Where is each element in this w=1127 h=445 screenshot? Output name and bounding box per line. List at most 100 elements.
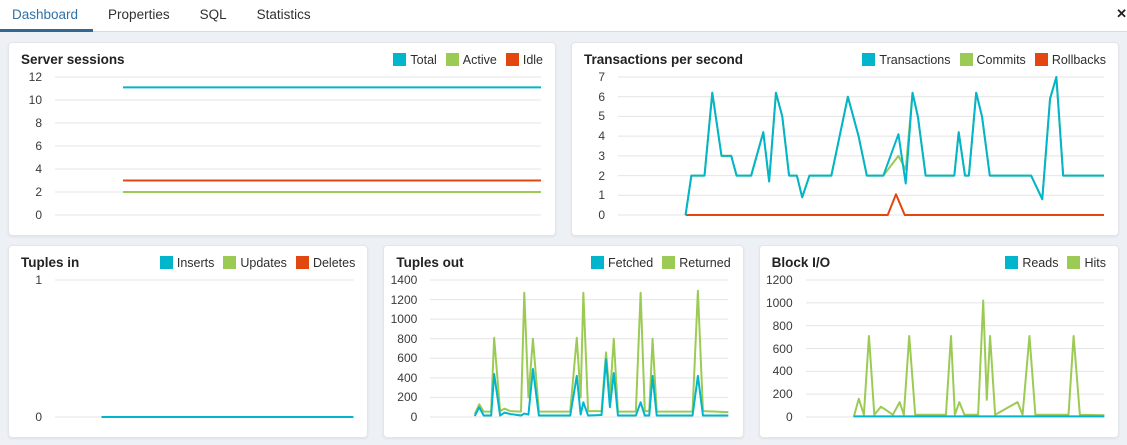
- legend-item-rollbacks: Rollbacks: [1034, 52, 1106, 67]
- legend-label: Active: [462, 52, 497, 67]
- plot-area: [806, 280, 1104, 417]
- legend-label: Returned: [679, 255, 731, 270]
- panel-title: Transactions per second: [584, 52, 744, 67]
- y-tick-label: 400: [772, 364, 793, 379]
- y-tick-label: 0: [785, 410, 793, 424]
- y-tick-label: 1000: [765, 295, 793, 310]
- y-tick-label: 4: [35, 162, 42, 176]
- legend-label: Idle: [522, 52, 543, 67]
- legend-item-updates: Updates: [223, 256, 287, 270]
- legend-item-hits: Hits: [1067, 256, 1106, 270]
- legend-swatch-icon: [295, 256, 309, 269]
- y-tick-label: 400: [397, 370, 418, 385]
- legend-label: Commits: [976, 52, 1026, 67]
- legend-swatch-icon: [862, 53, 876, 66]
- y-axis: 7 6 5 4 3 2 1 0: [572, 70, 612, 222]
- legend-item-reads: Reads: [1005, 256, 1058, 270]
- series-line-returned: [475, 291, 729, 414]
- chart-canvas: [55, 77, 541, 215]
- legend-item-transactions: Transactions: [862, 53, 951, 67]
- panel-header: Tuples in Inserts Updates Deletes: [9, 246, 367, 272]
- y-tick-label: 0: [598, 208, 605, 222]
- y-tick-label: 1: [35, 273, 42, 287]
- y-tick-label: 200: [772, 387, 793, 402]
- legend-swatch-icon: [959, 53, 973, 66]
- legend-item-deletes: Deletes: [295, 255, 356, 270]
- series-line-rollbacks: [686, 194, 1104, 215]
- plot-area: [618, 77, 1104, 215]
- legend-label: Fetched: [608, 255, 654, 270]
- y-tick-label: 6: [598, 89, 605, 104]
- tab-sql[interactable]: SQL: [199, 7, 227, 22]
- plot-area: [430, 280, 728, 417]
- y-tick-label: 800: [397, 331, 418, 346]
- y-tick-label: 1200: [765, 273, 793, 287]
- legend-item-active: Active: [445, 52, 497, 67]
- legend-swatch-icon: [1067, 256, 1081, 269]
- panel-title: Tuples out: [396, 255, 464, 270]
- chart-canvas: [55, 280, 353, 417]
- y-tick-label: 0: [410, 410, 418, 424]
- legend-swatch-icon: [393, 53, 407, 66]
- legend-item-total: Total: [393, 53, 437, 67]
- plot-area: [55, 77, 541, 215]
- series-line-transactions: [686, 77, 1104, 215]
- legend: Fetched Returned: [591, 256, 731, 270]
- y-tick-label: 5: [598, 109, 605, 124]
- series-line-fetched: [475, 359, 729, 416]
- legend-label: Deletes: [312, 255, 356, 270]
- legend-item-inserts: Inserts: [159, 255, 215, 270]
- legend-label: Rollbacks: [1051, 52, 1106, 67]
- y-tick-label: 0: [35, 208, 42, 222]
- legend-item-commits: Commits: [959, 52, 1026, 67]
- y-tick-label: 12: [28, 70, 42, 84]
- y-tick-label: 3: [598, 148, 605, 163]
- legend-item-returned: Returned: [662, 255, 731, 270]
- legend-swatch-icon: [1005, 256, 1019, 269]
- tab-bar: Dashboard Properties SQL Statistics ✕: [0, 0, 1127, 32]
- tab-dashboard[interactable]: Dashboard: [0, 0, 94, 32]
- chart-block-io: 1200 1000 800 600 400 200 0: [760, 272, 1118, 437]
- panel-tuples-out: Tuples out Fetched Returned 1400 1200 1000 8…: [383, 245, 744, 438]
- panel-header: Server sessions Total Active Idle: [9, 43, 555, 69]
- y-tick-label: 200: [397, 390, 418, 405]
- y-axis: 12 10 8 6 4 2 0: [9, 70, 49, 222]
- legend-swatch-icon: [1034, 53, 1048, 66]
- legend-swatch-icon: [662, 256, 676, 269]
- y-tick-label: 2: [35, 185, 42, 199]
- chart-server-sessions: 12 10 8 6 4 2 0: [9, 69, 555, 235]
- y-tick-label: 0: [35, 410, 42, 424]
- y-tick-label: 1400: [390, 273, 418, 287]
- panel-header: Transactions per second Transactions Comm…: [572, 43, 1118, 69]
- y-tick-label: 4: [598, 129, 605, 144]
- y-axis: 1400 1200 1000 800 600 400 200 0: [384, 273, 424, 424]
- legend-swatch-icon: [159, 256, 173, 269]
- legend-swatch-icon: [223, 256, 237, 269]
- panel-block-io: Block I/O Reads Hits 1200 1000 800 600 400 200…: [758, 245, 1119, 438]
- legend-swatch-icon: [445, 53, 459, 66]
- legend-item-fetched: Fetched: [591, 256, 653, 270]
- tab-properties[interactable]: Properties: [108, 7, 170, 22]
- y-tick-label: 600: [397, 351, 418, 366]
- panel-title: Server sessions: [21, 52, 125, 67]
- y-tick-label: 1200: [390, 292, 418, 307]
- close-icon[interactable]: ✕: [1116, 6, 1127, 21]
- charts-row-top: Server sessions Total Active Idle 12 10 8 6 4 2…: [8, 42, 1119, 236]
- chart-tuples-out: 1400 1200 1000 800 600 400 200 0: [384, 272, 742, 437]
- tab-statistics[interactable]: Statistics: [256, 7, 311, 22]
- legend-swatch-icon: [591, 256, 605, 269]
- chart-transactions-per-second: 7 6 5 4 3 2 1 0: [572, 69, 1118, 235]
- panel-server-sessions: Server sessions Total Active Idle 12 10 8 6 4 2…: [8, 42, 556, 236]
- panel-header: Tuples out Fetched Returned: [384, 246, 742, 272]
- legend-label: Inserts: [176, 255, 215, 270]
- panel-header: Block I/O Reads Hits: [760, 246, 1118, 272]
- y-tick-label: 10: [28, 93, 42, 107]
- y-tick-label: 600: [772, 341, 793, 356]
- y-tick-label: 8: [35, 116, 42, 130]
- y-tick-label: 1: [598, 188, 605, 203]
- legend: Inserts Updates Deletes: [159, 255, 356, 270]
- y-tick-label: 1000: [390, 312, 418, 327]
